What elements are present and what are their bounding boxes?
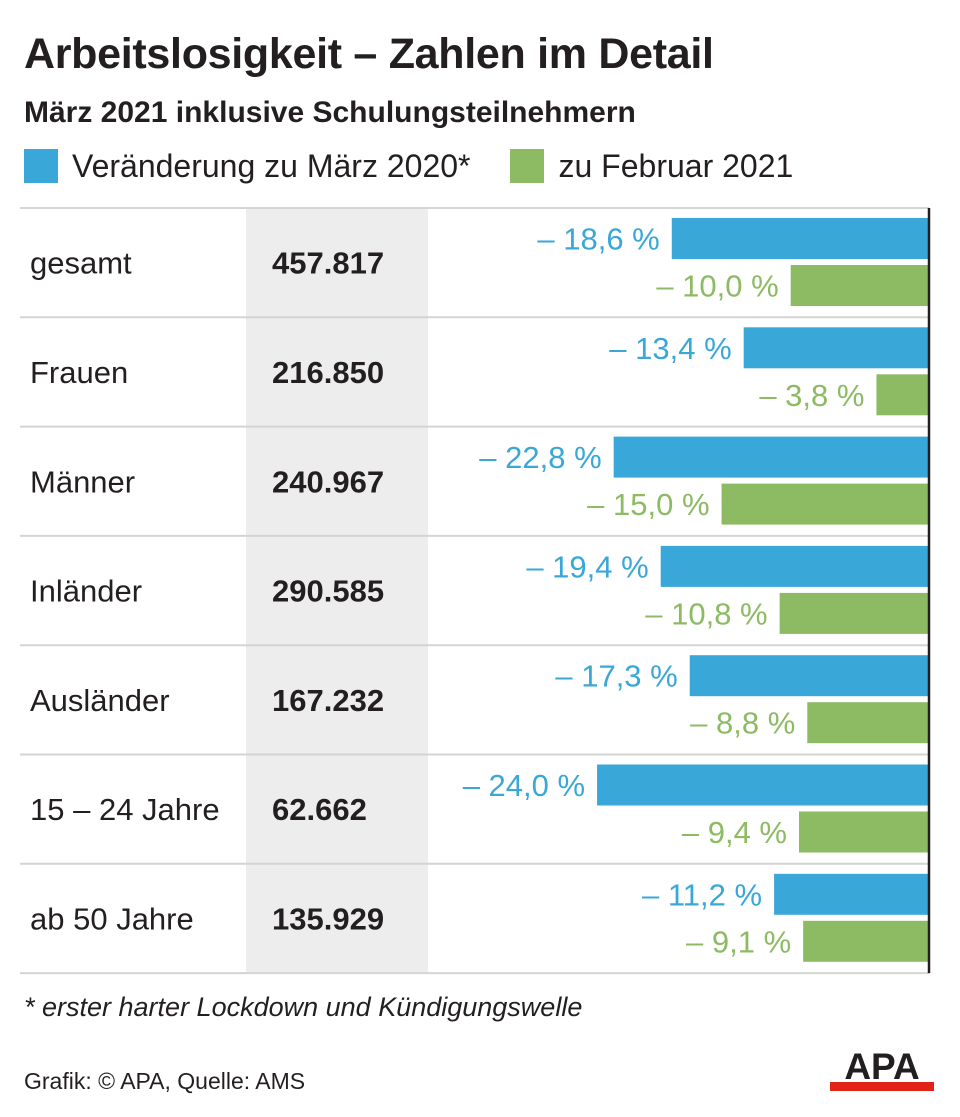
total-value: 240.967 [272,464,384,499]
category-label: gesamt [30,246,132,281]
total-value: 216.850 [272,355,384,390]
bar-february-2021 [807,702,929,744]
bar-march-2020 [774,873,929,915]
source-credit: Grafik: © APA, Quelle: AMS [24,1068,306,1094]
bar-february-2021 [779,592,929,634]
bar-march-2020 [671,218,929,259]
data-label-march-2020: – 11,2 % [642,877,762,912]
bar-march-2020 [743,327,929,369]
bar-march-2020 [689,655,929,697]
chart-title: Arbeitslosigkeit – Zahlen im Detail [24,30,714,78]
category-label: Männer [30,464,135,499]
total-value: 290.585 [272,574,384,609]
data-label-february-2021: – 3,8 % [759,378,864,413]
bar-february-2021 [790,265,929,306]
data-label-february-2021: – 9,4 % [682,815,787,850]
legend-label-march-2020: Veränderung zu März 2020* [72,147,471,184]
bar-february-2021 [803,920,929,962]
data-label-march-2020: – 17,3 % [555,659,677,694]
total-value: 62.662 [272,792,367,827]
data-label-march-2020: – 22,8 % [479,440,601,475]
bar-march-2020 [597,764,929,806]
data-label-february-2021: – 8,8 % [690,706,795,741]
apa-logo: APA [830,1046,934,1091]
total-value: 457.817 [272,246,384,281]
bar-march-2020 [660,545,929,587]
data-label-february-2021: – 10,8 % [645,596,767,631]
bar-chart: gesamt 457.817 – 18,6 % – 10,0 % Frauen 216.8… [20,207,931,975]
legend-label-february-2021: zu Februar 2021 [558,147,794,184]
category-label: ab 50 Jahre [30,901,194,936]
data-label-february-2021: – 15,0 % [587,487,709,522]
data-label-february-2021: – 10,0 % [656,269,778,304]
apa-logo-text: APA [844,1046,919,1087]
bar-february-2021 [876,374,929,416]
category-label: Frauen [30,355,128,390]
total-value: 167.232 [272,683,384,718]
apa-logo-bar [830,1082,934,1091]
data-label-february-2021: – 9,1 % [686,924,791,959]
total-value: 135.929 [272,901,384,936]
bar-february-2021 [721,483,929,525]
category-label: Ausländer [30,683,170,718]
category-label: 15 – 24 Jahre [30,792,220,827]
bar-march-2020 [613,436,929,478]
data-label-march-2020: – 24,0 % [463,768,585,803]
totals-column-bg [246,208,428,974]
legend: Veränderung zu März 2020* zu Februar 202… [24,146,833,186]
data-label-march-2020: – 19,4 % [526,549,648,584]
category-label: Inländer [30,574,142,609]
data-label-march-2020: – 13,4 % [609,331,731,366]
data-label-march-2020: – 18,6 % [537,222,659,257]
legend-swatch-green [510,149,545,183]
bar-february-2021 [798,811,929,853]
chart-subtitle: März 2021 inklusive Schulungsteilnehmern [24,96,636,129]
legend-swatch-blue [24,149,58,183]
footnote: * erster harter Lockdown und Kündigungsw… [24,992,583,1022]
